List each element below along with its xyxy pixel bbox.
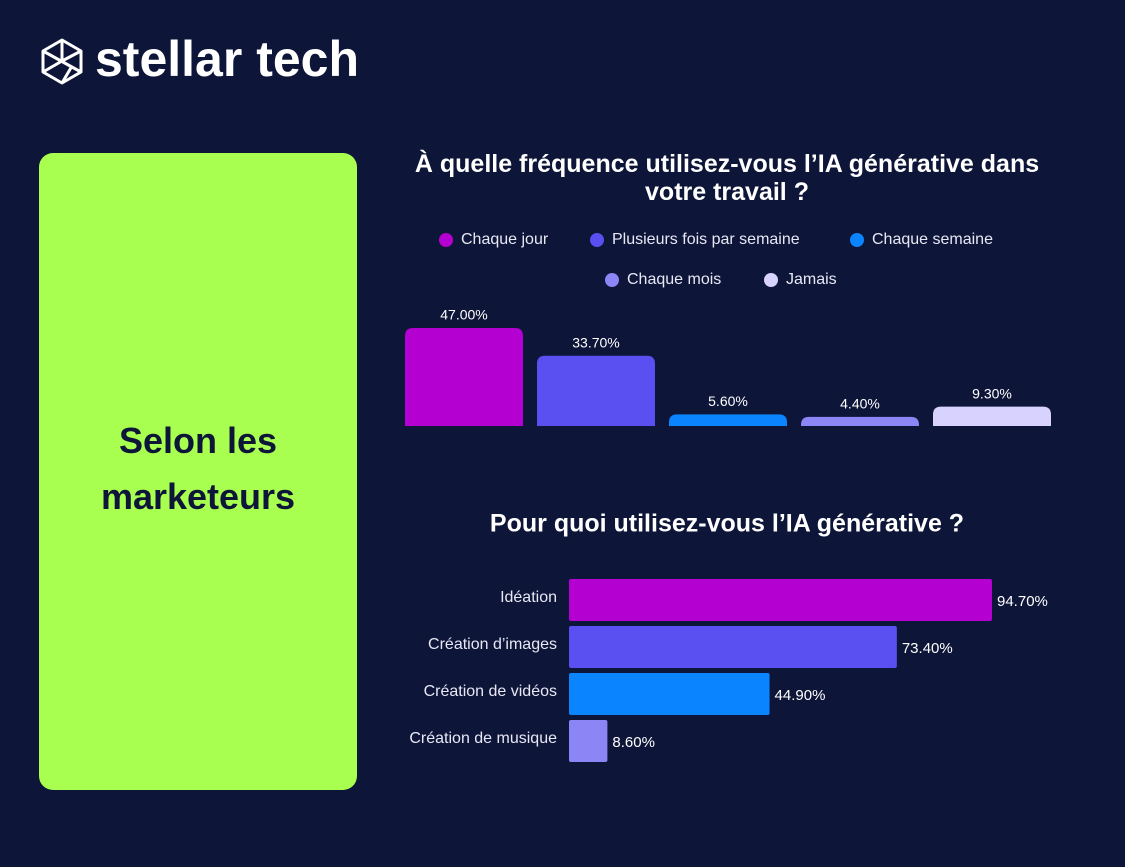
bar <box>569 579 992 621</box>
bar <box>405 328 523 426</box>
bar <box>569 720 608 762</box>
value-label: 73.40% <box>902 640 953 657</box>
bar <box>569 673 770 715</box>
bar <box>537 355 655 426</box>
legend-marker <box>590 233 604 247</box>
legend-marker <box>850 233 864 247</box>
value-label: 44.90% <box>775 687 826 704</box>
legend-label: Jamais <box>786 271 837 288</box>
legend-marker <box>439 233 453 247</box>
value-label: 8.60% <box>612 734 655 751</box>
bar <box>801 416 919 426</box>
category-label: Idéation <box>500 589 557 606</box>
legend-marker <box>605 273 619 287</box>
legend-label: Plusieurs fois par semaine <box>612 231 800 248</box>
value-label: 47.00% <box>440 307 487 323</box>
side-panel <box>39 153 357 790</box>
brand-name: stellar tech <box>95 31 359 87</box>
category-label: Création de musique <box>409 730 557 747</box>
legend-label: Chaque mois <box>627 271 721 288</box>
bar <box>569 626 897 668</box>
legend-label: Chaque semaine <box>872 231 993 248</box>
value-label: 5.60% <box>708 393 748 409</box>
chart-title: À quelle fréquence utilisez-vous l’IA gé… <box>414 150 1040 206</box>
value-label: 4.40% <box>840 396 880 412</box>
category-label: Création d’images <box>428 636 557 653</box>
category-label: Création de vidéos <box>424 683 557 700</box>
chart-title: Pour quoi utilisez-vous l’IA générative … <box>490 510 964 538</box>
legend-label: Chaque jour <box>461 231 549 248</box>
value-label: 33.70% <box>572 334 619 350</box>
value-label: 9.30% <box>972 385 1012 401</box>
panel-text: Selon les marketeurs <box>101 420 295 517</box>
bar <box>669 414 787 426</box>
bar <box>933 406 1051 426</box>
logo-icon <box>41 38 83 85</box>
value-label: 94.70% <box>997 593 1048 610</box>
legend-marker <box>764 273 778 287</box>
